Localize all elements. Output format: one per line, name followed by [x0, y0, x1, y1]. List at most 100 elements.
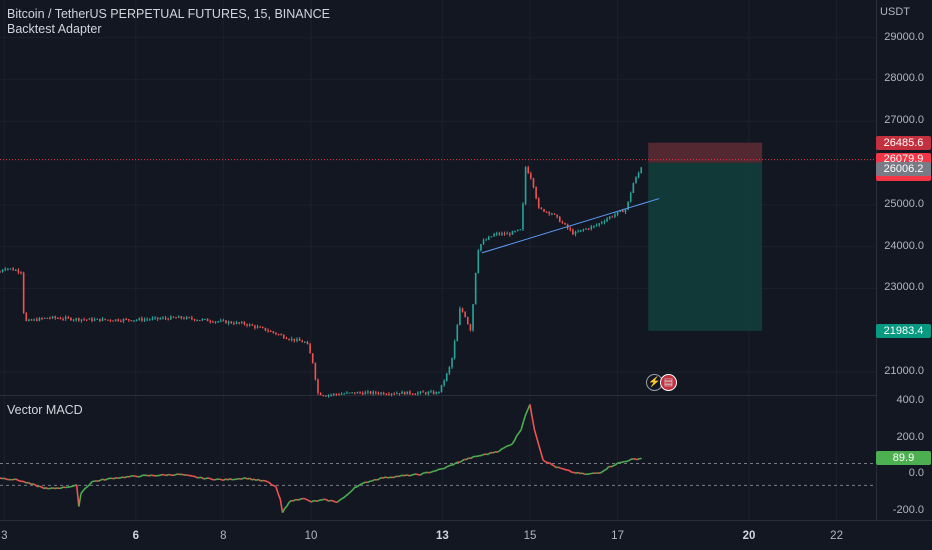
macd-segment [444, 466, 448, 470]
macd-segment [128, 475, 132, 478]
symbol-title[interactable]: Bitcoin / TetherUS PERPETUAL FUTURES, 15… [7, 7, 331, 21]
candle-body [564, 222, 566, 225]
candle-body [112, 320, 114, 322]
candle-body [78, 318, 80, 321]
candle-body [548, 211, 551, 214]
time-tick: 22 [830, 530, 843, 542]
candle-body [364, 392, 367, 395]
macd-segment [540, 452, 544, 461]
macd-segment [275, 486, 279, 494]
macd-segment [207, 477, 211, 480]
macd-segment [404, 474, 408, 477]
time-tick: 13 [435, 530, 449, 542]
candle-body [619, 210, 622, 212]
candle-body [603, 221, 606, 223]
candle-body [85, 319, 88, 321]
candle-body [64, 317, 67, 320]
candle-body [296, 339, 298, 341]
take-profit-zone[interactable] [648, 162, 763, 331]
candle-body [143, 319, 146, 321]
candle-body [622, 210, 624, 213]
candle-body [480, 244, 482, 251]
candle-body [156, 317, 159, 319]
macd-segment [120, 476, 123, 479]
time-tick: 17 [611, 530, 624, 542]
candle-body [72, 319, 75, 321]
candle-body [382, 392, 385, 395]
candle-body [254, 325, 256, 328]
candle-body [88, 318, 91, 320]
candle-body [54, 316, 56, 319]
candle-body [298, 339, 301, 341]
macd-segment [341, 496, 345, 500]
macd-segment [321, 498, 325, 501]
macd-value-badge: 89.9 [876, 451, 931, 466]
time-tick: 20 [742, 530, 756, 542]
candle-body [9, 268, 12, 270]
indicator-legend[interactable]: Backtest Adapter [7, 22, 102, 36]
candle-body [204, 318, 206, 320]
candle-body [411, 393, 414, 395]
macd-segment [271, 484, 275, 487]
macd-segment [325, 498, 329, 502]
event-markers[interactable]: ⚡ ▤ [646, 374, 678, 391]
candle-body [524, 167, 527, 204]
candle-body [70, 317, 72, 321]
macd-segment [253, 478, 257, 482]
candle-body [335, 393, 338, 395]
macd-segment [614, 462, 619, 466]
macd-segment [288, 499, 292, 504]
macd-segment [562, 468, 566, 471]
macd-segment [452, 462, 457, 466]
candle-body [248, 324, 251, 326]
macd-segment [544, 460, 548, 464]
candle-body [198, 320, 201, 322]
candle-body [38, 318, 41, 321]
candle-body [162, 317, 164, 319]
macd-segment [349, 489, 354, 493]
candle-body [20, 272, 22, 274]
candle-body [432, 391, 435, 394]
candle-body [614, 214, 616, 217]
macd-segment [448, 464, 452, 467]
macd-segment [626, 460, 629, 463]
candle-body [133, 320, 135, 322]
macd-segment [166, 473, 169, 477]
candle-body [227, 321, 230, 324]
stop-loss-zone[interactable] [648, 142, 763, 163]
macd-segment [23, 480, 27, 484]
candle-body [188, 317, 191, 319]
candle-body [14, 270, 17, 272]
candle-body [62, 319, 64, 321]
candle-body [587, 228, 590, 230]
macd-segment [15, 478, 18, 481]
macd-segment [343, 495, 347, 499]
candle-body [154, 317, 156, 319]
candle-body [359, 392, 361, 394]
macd-segment [524, 409, 529, 416]
macd-segment [398, 474, 402, 478]
macd-segment [89, 481, 93, 485]
macd-segment [606, 466, 610, 470]
price-tick: 24000.0 [884, 239, 924, 252]
trendline-drawing[interactable] [481, 198, 660, 254]
candle-body [170, 316, 172, 320]
macd-segment [72, 484, 75, 488]
candle-body [569, 228, 572, 230]
us-flag-icon[interactable]: ▤ [660, 374, 677, 391]
candle-body [262, 327, 264, 329]
candle-body [209, 321, 212, 323]
candle-body [367, 391, 369, 393]
candle-body [99, 318, 101, 321]
time-tick: 3 [1, 530, 8, 542]
currency-label[interactable]: USDT [880, 6, 910, 18]
candle-body [377, 393, 380, 395]
candle-body [501, 233, 503, 235]
candle-body [12, 268, 14, 271]
candle-body [104, 318, 106, 320]
macd-pane-title[interactable]: Vector MACD [7, 403, 83, 417]
entry-price-badge: 26006.2 [876, 161, 931, 176]
candle-body [380, 392, 382, 394]
candle-body [519, 229, 522, 231]
